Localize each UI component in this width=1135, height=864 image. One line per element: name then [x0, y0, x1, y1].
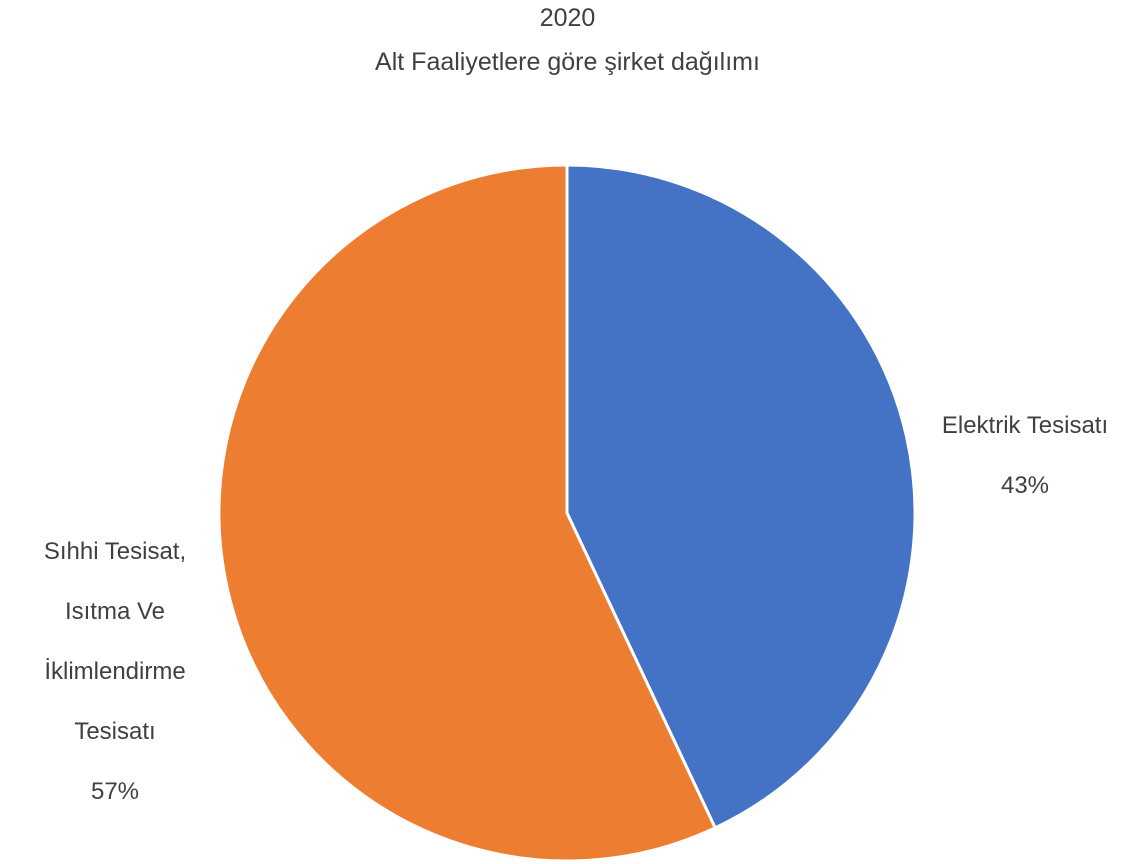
data-label-category: Elektrik Tesisatı: [941, 412, 1109, 439]
data-label-elektrik-tesisati: Elektrik Tesisatı 43%: [915, 382, 1135, 530]
data-label-sihhi-tesisat: Sıhhi Tesisat, Isıtma Ve İklimlendirme T…: [0, 508, 230, 836]
chart-title: 2020: [539, 4, 596, 32]
data-label-category-line: Sıhhi Tesisat,: [43, 538, 187, 565]
data-label-category-line: İklimlendirme: [44, 658, 186, 685]
chart-subtitle: Alt Faaliyetlere göre şirket dağılımı: [375, 48, 760, 76]
data-label-category-line: Tesisatı: [74, 718, 156, 745]
data-label-percent: 57%: [90, 778, 140, 805]
pie-slice-sihhi-tesisat: [217, 163, 717, 863]
data-label-category-line: Isıtma Ve: [64, 598, 166, 625]
pie-slice-elektrik-tesisati: [565, 163, 917, 830]
data-label-percent: 43%: [1000, 472, 1050, 499]
